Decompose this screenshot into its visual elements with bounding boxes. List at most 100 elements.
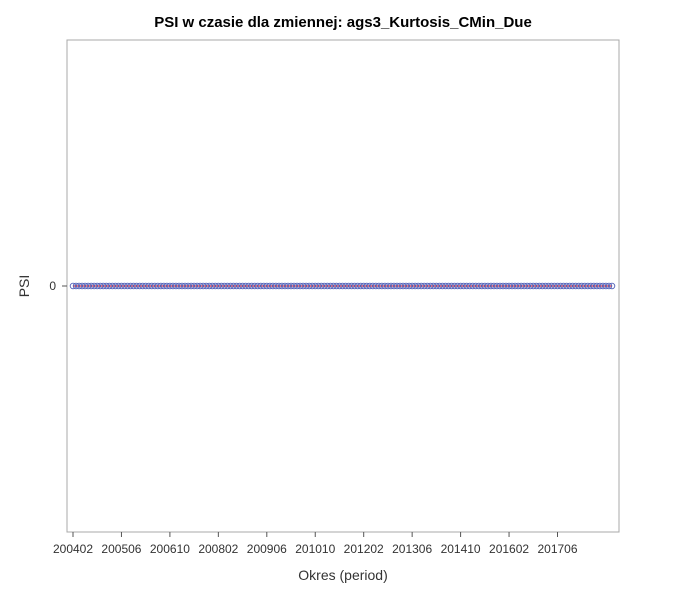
data-point-42 bbox=[196, 282, 204, 290]
data-point-175 bbox=[599, 282, 607, 290]
data-point-177 bbox=[605, 282, 613, 290]
data-point-142 bbox=[499, 282, 507, 290]
data-point-120 bbox=[433, 282, 440, 290]
data-point-66 bbox=[269, 282, 277, 290]
data-point-97 bbox=[363, 282, 370, 290]
data-point-171 bbox=[587, 282, 595, 290]
data-point-105 bbox=[387, 282, 395, 290]
data-point-135 bbox=[478, 282, 486, 290]
data-point-62 bbox=[257, 282, 264, 290]
data-point-51 bbox=[224, 282, 231, 290]
data-point-58 bbox=[245, 282, 252, 290]
data-point-131 bbox=[466, 282, 473, 290]
data-point-41 bbox=[193, 282, 201, 290]
data-point-89 bbox=[339, 282, 346, 290]
data-point-47 bbox=[212, 282, 219, 290]
data-point-57 bbox=[242, 282, 249, 290]
data-point-11 bbox=[103, 282, 110, 290]
data-point-30 bbox=[160, 282, 168, 290]
data-point-4 bbox=[81, 282, 89, 290]
data-point-54 bbox=[233, 282, 240, 290]
data-point-152 bbox=[530, 282, 537, 290]
data-point-161 bbox=[557, 282, 564, 290]
data-point-99 bbox=[369, 282, 377, 290]
data-point-23 bbox=[139, 282, 146, 290]
data-point-115 bbox=[417, 282, 425, 290]
data-point-144 bbox=[505, 282, 513, 290]
data-point-121 bbox=[436, 282, 443, 290]
data-point-111 bbox=[405, 282, 413, 290]
data-point-164 bbox=[566, 282, 573, 290]
data-point-36 bbox=[178, 282, 186, 290]
data-point-108 bbox=[396, 282, 404, 290]
data-point-104 bbox=[384, 282, 392, 290]
data-point-167 bbox=[575, 282, 582, 290]
data-point-63 bbox=[260, 282, 268, 290]
data-point-119 bbox=[430, 282, 437, 290]
data-point-46 bbox=[209, 282, 216, 290]
chart-title: PSI w czasie dla zmiennej: ags3_Kurtosis… bbox=[154, 14, 532, 31]
data-point-141 bbox=[496, 282, 504, 290]
data-point-100 bbox=[372, 282, 380, 290]
data-point-37 bbox=[181, 282, 189, 290]
data-point-154 bbox=[536, 282, 543, 290]
x-axis-ticks: 200402 200506 200610 200802 200906 201010 2012… bbox=[53, 532, 578, 556]
data-point-20 bbox=[130, 282, 137, 290]
data-point-14 bbox=[112, 282, 119, 290]
data-point-56 bbox=[239, 282, 246, 290]
data-point-126 bbox=[451, 282, 458, 290]
data-point-92 bbox=[348, 282, 355, 290]
data-point-82 bbox=[318, 282, 325, 290]
data-point-146 bbox=[511, 282, 519, 290]
data-point-74 bbox=[293, 282, 301, 290]
data-point-35 bbox=[175, 282, 183, 290]
data-point-166 bbox=[572, 282, 579, 290]
data-point-40 bbox=[190, 282, 198, 290]
data-point-31 bbox=[163, 282, 171, 290]
data-point-8 bbox=[93, 282, 101, 290]
data-point-26 bbox=[148, 282, 155, 290]
data-point-148 bbox=[517, 282, 525, 290]
data-point-140 bbox=[493, 282, 501, 290]
data-point-101 bbox=[375, 282, 383, 290]
x-tick-label-5: 201010 bbox=[295, 542, 335, 556]
data-point-136 bbox=[481, 282, 489, 290]
data-point-125 bbox=[448, 282, 455, 290]
data-point-110 bbox=[402, 282, 410, 290]
data-point-123 bbox=[442, 282, 449, 290]
data-point-2 bbox=[75, 282, 83, 290]
data-point-94 bbox=[354, 282, 361, 290]
data-point-84 bbox=[324, 282, 331, 290]
data-point-109 bbox=[399, 282, 407, 290]
data-point-3 bbox=[78, 282, 86, 290]
data-point-55 bbox=[236, 282, 243, 290]
data-point-24 bbox=[142, 282, 149, 290]
data-point-5 bbox=[84, 282, 92, 290]
data-point-149 bbox=[520, 282, 528, 290]
data-point-102 bbox=[378, 282, 386, 290]
data-point-112 bbox=[408, 282, 416, 290]
data-point-13 bbox=[109, 282, 116, 290]
data-point-133 bbox=[472, 282, 479, 290]
data-point-10 bbox=[100, 282, 107, 290]
data-point-129 bbox=[460, 282, 467, 290]
data-point-65 bbox=[266, 282, 274, 290]
y-axis-label: PSI bbox=[16, 275, 32, 298]
data-point-21 bbox=[133, 282, 140, 290]
data-point-165 bbox=[569, 282, 576, 290]
data-point-157 bbox=[545, 282, 552, 290]
data-point-27 bbox=[151, 282, 159, 290]
data-point-169 bbox=[581, 282, 589, 290]
data-point-145 bbox=[508, 282, 516, 290]
data-point-172 bbox=[590, 282, 598, 290]
data-point-52 bbox=[227, 282, 234, 290]
data-point-130 bbox=[463, 282, 470, 290]
data-point-77 bbox=[302, 282, 310, 290]
data-point-151 bbox=[526, 282, 534, 290]
data-point-113 bbox=[411, 282, 419, 290]
data-point-168 bbox=[578, 282, 585, 290]
data-point-143 bbox=[502, 282, 510, 290]
data-point-64 bbox=[263, 282, 271, 290]
data-point-68 bbox=[275, 282, 283, 290]
